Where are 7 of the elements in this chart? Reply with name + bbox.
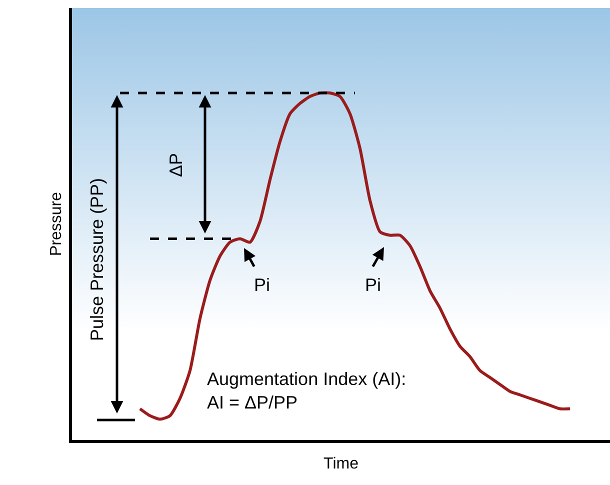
annotation: Augmentation Index (AI): AI = ΔP/PP [207, 369, 406, 412]
x-axis-title: Time [324, 455, 359, 472]
annotation: Pi [254, 275, 270, 295]
annotation: Pi [365, 275, 382, 295]
y-axis-title: Pressure [48, 192, 65, 256]
annotation: ΔP [166, 152, 186, 177]
text: Pulse Pressure (PP) [87, 178, 107, 341]
